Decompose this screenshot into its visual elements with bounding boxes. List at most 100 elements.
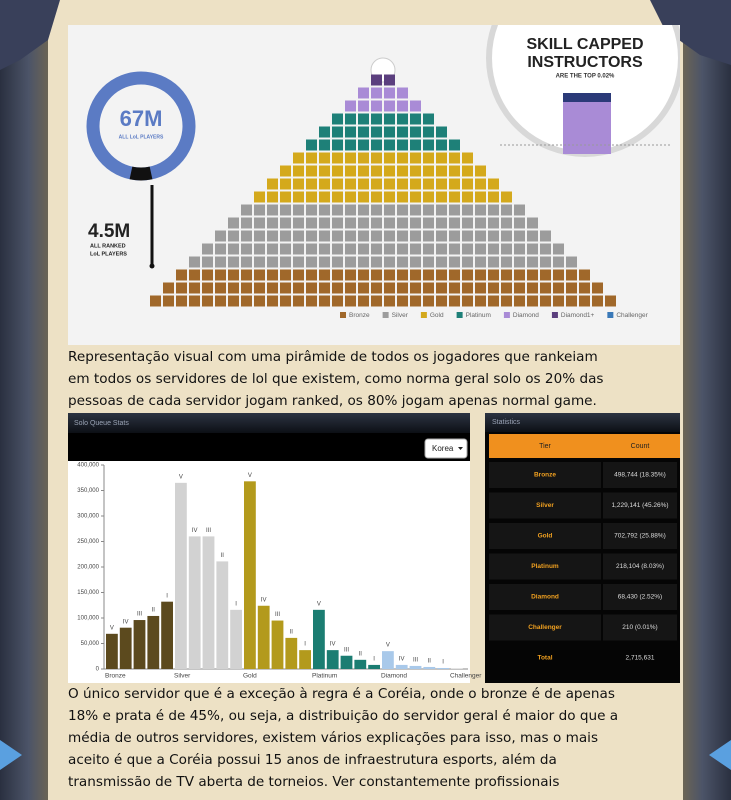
pyramid-square [319,256,330,268]
pyramid-square [332,191,343,203]
pyramid-square [358,100,369,112]
pyramid-square [345,256,356,268]
pyramid-square [423,152,434,164]
pyramid-square [384,100,395,112]
pyramid-square [384,126,395,138]
pyramid-square [293,204,304,216]
pyramid-square [319,191,330,203]
pyramid-square [228,295,239,307]
tier-name: Diamond [531,594,559,601]
y-tick-label: 400,000 [77,463,99,469]
pyramid-square [514,256,525,268]
pyramid-square [514,243,525,255]
dropdown-label[interactable]: Korea [432,444,454,453]
pyramid-square [475,243,486,255]
pyramid-square [371,295,382,307]
bar-label: I [373,656,375,662]
pyramid-square [423,165,434,177]
bar-label: III [413,658,418,664]
bar [175,482,187,669]
pyramid-square [397,204,408,216]
pyramid-square [280,269,291,281]
pyramid-square [371,165,382,177]
pyramid-square [254,256,265,268]
dropdown-caret[interactable] [458,447,463,450]
pyramid-square [332,152,343,164]
pyramid-square [553,243,564,255]
pyramid-square [462,191,473,203]
pyramid-square [319,204,330,216]
bar-label: III [275,612,280,618]
pyramid-square [384,139,395,151]
pyramid-square [358,243,369,255]
stats-cell [603,462,677,488]
legend-label: Challenger [616,312,648,319]
pyramid-square [423,230,434,242]
pyramid-square [449,295,460,307]
legend-label: Diamond1+ [561,312,595,319]
bar [271,620,284,669]
pyramid-square [397,243,408,255]
pyramid-square [592,295,603,307]
dropdown[interactable] [424,438,468,459]
pyramid-square [358,178,369,190]
pyramid-square [202,269,213,281]
bar-label: IV [399,656,405,662]
bar-label: V [110,625,114,631]
pyramid-square [423,282,434,294]
tier-count: 498,744 (18.35%) [614,472,666,479]
x-tick-label: Gold [243,673,257,680]
pyramid-square [514,282,525,294]
stats-table-header [489,434,680,458]
pyramid-square [345,191,356,203]
tier-name: Gold [538,533,553,540]
pyramid-square [397,87,408,99]
decor [563,93,611,102]
pyramid-square [488,282,499,294]
bar-label: IV [261,597,267,603]
instructors-title: INSTRUCTORS [527,54,643,71]
pyramid-square [345,230,356,242]
pyramid-square [410,191,421,203]
pyramid-square [475,282,486,294]
pyramid-square [423,295,434,307]
pyramid-square [267,217,278,229]
pyramid-square [293,282,304,294]
stats-header [485,413,680,432]
tier-count: 702,792 (25.88%) [614,533,666,540]
pyramid-square [397,282,408,294]
pyramid-square [540,295,551,307]
pyramid-square [449,243,460,255]
pyramid-square [436,256,447,268]
tier-count: 218,104 (8.03%) [616,563,664,570]
pyramid-square [254,269,265,281]
pyramid-square [449,152,460,164]
pyramid-square [267,178,278,190]
pyramid-square [293,152,304,164]
bar [216,561,229,669]
pyramid-square [319,230,330,242]
bar [188,536,201,669]
y-tick-label: 350,000 [77,488,99,494]
pyramid-square [475,295,486,307]
pyramid-square [345,113,356,125]
pyramid-square [371,204,382,216]
pyramid-square [462,243,473,255]
pyramid-square [371,100,382,112]
pyramid-square [163,295,174,307]
legend-swatch [607,312,614,318]
pyramid-square [371,74,382,86]
column-header: Tier [539,443,551,450]
pyramid-square [579,282,590,294]
pyramid-square [384,87,395,99]
pyramid-square [462,217,473,229]
pyramid-square [293,295,304,307]
pyramid-square [436,295,447,307]
pyramid-square [306,295,317,307]
bar-label: V [386,643,390,649]
pyramid-square [371,87,382,99]
pyramid-square [254,204,265,216]
pyramid-square [345,139,356,151]
legend-swatch [551,312,558,318]
bar-label: III [206,528,211,534]
